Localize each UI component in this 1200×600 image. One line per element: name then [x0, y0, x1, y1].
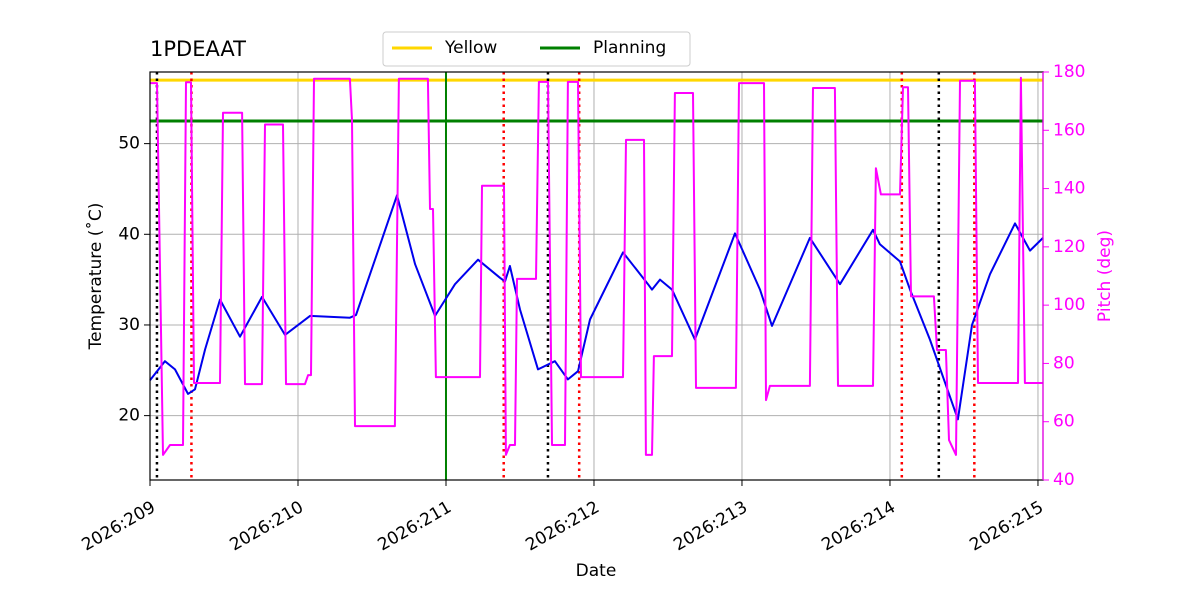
y-tick-label: 50 — [118, 134, 140, 154]
y2-tick-label: 100 — [1053, 295, 1085, 315]
y2-tick-label: 120 — [1053, 237, 1085, 257]
y-tick-label: 20 — [118, 406, 140, 426]
x-tick-label: 2026:215 — [966, 497, 1047, 555]
y2-tick-label: 180 — [1053, 62, 1085, 82]
x-tick-label: 2026:210 — [226, 497, 307, 555]
y2-tick-label: 140 — [1053, 179, 1085, 199]
x-tick-label: 2026:211 — [374, 497, 455, 555]
chart-title: 1PDEAAT — [150, 37, 246, 61]
x-tick-label: 2026:214 — [818, 497, 899, 555]
y2-tick-label: 80 — [1053, 353, 1075, 373]
x-tick-label: 2026:209 — [78, 497, 159, 555]
data-line — [150, 76, 1043, 456]
y-tick-label: 30 — [118, 315, 140, 335]
legend-box — [382, 31, 691, 67]
legend-label: Planning — [593, 38, 666, 58]
x-axis-label: Date — [576, 561, 617, 581]
y2-tick-label: 160 — [1053, 120, 1085, 140]
legend: Yellow Planning — [382, 31, 691, 67]
x-tick-label: 2026:213 — [670, 497, 751, 555]
y-tick-label: 40 — [118, 224, 140, 244]
y-axis-label: Temperature (˚C) — [85, 203, 106, 351]
y2-tick-label: 40 — [1053, 470, 1075, 490]
y2-tick-label: 60 — [1053, 412, 1075, 432]
legend-label: Yellow — [444, 38, 497, 58]
x-tick-label: 2026:212 — [522, 497, 603, 555]
y2-axis-label: Pitch (deg) — [1095, 230, 1115, 322]
data-line — [149, 194, 1044, 421]
